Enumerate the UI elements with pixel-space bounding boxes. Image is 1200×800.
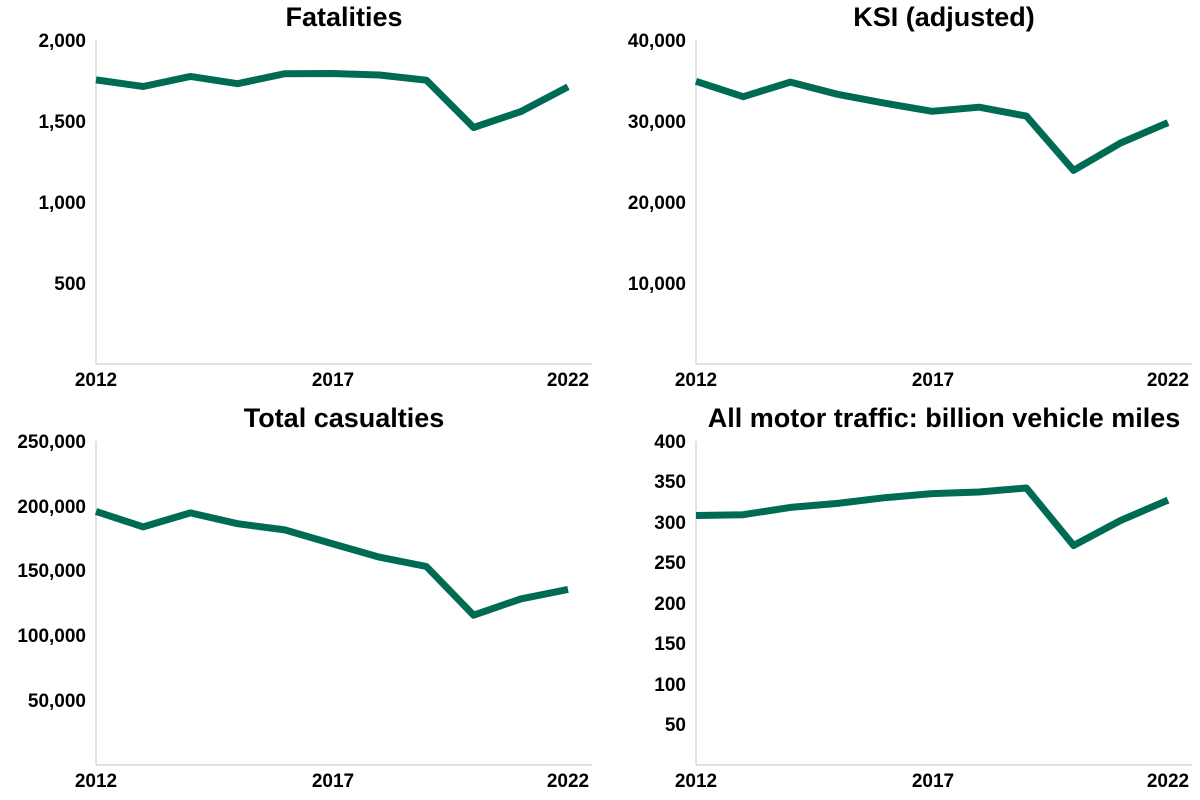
chart-title: KSI (adjusted) — [853, 2, 1035, 32]
y-tick-label: 100,000 — [17, 626, 86, 647]
y-tick-label: 350 — [654, 472, 686, 493]
x-tick-label: 2017 — [912, 771, 954, 792]
y-tick-label: 300 — [654, 513, 686, 534]
x-tick-label: 2012 — [75, 370, 117, 391]
series-line-fatalities — [95, 70, 570, 131]
y-tick-label: 150,000 — [17, 561, 86, 582]
y-tick-label: 100 — [654, 675, 686, 696]
chart-title: All motor traffic: billion vehicle miles — [708, 403, 1181, 433]
y-tick-label: 400 — [654, 432, 686, 453]
chart-panel-ksi-adjusted: KSI (adjusted) 10,000 20,000 30,000 40,0… — [628, 2, 1192, 391]
x-tick-label: 2022 — [1147, 370, 1189, 391]
x-tick-label: 2022 — [547, 771, 589, 792]
x-tick-label: 2022 — [1147, 771, 1189, 792]
chart-panel-total-casualties: Total casualties 50,000 100,000 150,000 … — [17, 403, 592, 792]
series-line-total-casualties — [94, 508, 569, 619]
y-tick-label: 2,000 — [38, 31, 86, 52]
y-tick-label: 1,500 — [38, 112, 86, 133]
x-tick-label: 2017 — [312, 370, 354, 391]
y-tick-label: 10,000 — [628, 274, 686, 295]
x-tick-label: 2012 — [675, 771, 717, 792]
x-tick-label: 2017 — [912, 370, 954, 391]
y-tick-label: 150 — [654, 634, 686, 655]
chart-title: Total casualties — [244, 403, 445, 433]
y-tick-label: 200 — [654, 594, 686, 615]
series-line-motor-traffic — [695, 484, 1170, 549]
x-tick-label: 2017 — [312, 771, 354, 792]
y-tick-label: 200,000 — [17, 497, 86, 518]
series-line-ksi-adjusted — [694, 77, 1170, 174]
y-tick-label: 40,000 — [628, 31, 686, 52]
y-tick-label: 250,000 — [17, 432, 86, 453]
y-tick-label: 50,000 — [28, 691, 86, 712]
chart-panel-fatalities: Fatalities 500 1,000 1,500 2,000 2012 20… — [38, 2, 592, 391]
y-tick-label: 30,000 — [628, 112, 686, 133]
y-tick-label: 20,000 — [628, 193, 686, 214]
y-tick-label: 50 — [665, 715, 686, 736]
y-tick-label: 250 — [654, 553, 686, 574]
chart-panel-motor-traffic: All motor traffic: billion vehicle miles… — [654, 403, 1192, 792]
chart-title: Fatalities — [285, 2, 402, 32]
x-tick-label: 2012 — [75, 771, 117, 792]
x-tick-label: 2022 — [547, 370, 589, 391]
x-tick-label: 2012 — [675, 370, 717, 391]
y-tick-label: 500 — [54, 274, 86, 295]
y-tick-label: 1,000 — [38, 193, 86, 214]
